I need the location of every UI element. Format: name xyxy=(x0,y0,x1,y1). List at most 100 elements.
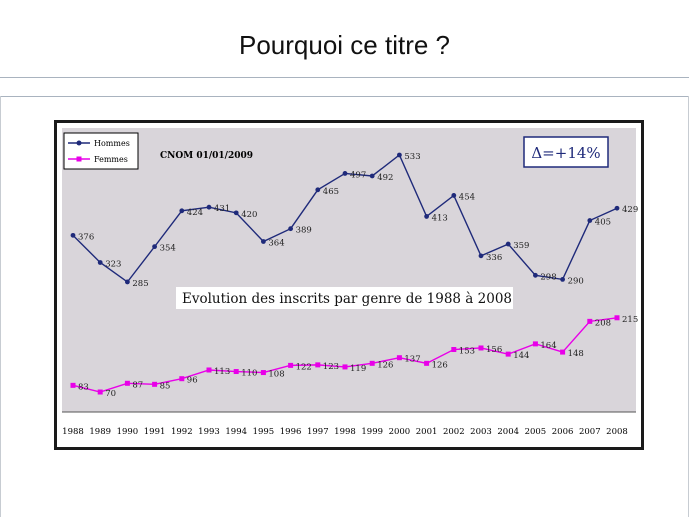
data-point-hommes-2006 xyxy=(560,276,565,282)
data-label-hommes-2008: 429 xyxy=(622,205,638,215)
data-label-femmes-2000: 137 xyxy=(404,355,420,365)
data-point-hommes-1993 xyxy=(206,204,212,210)
data-label-hommes-1998: 497 xyxy=(350,170,366,180)
data-point-femmes-2006 xyxy=(560,349,566,355)
data-point-femmes-2008 xyxy=(614,315,620,321)
data-point-hommes-1989 xyxy=(97,260,103,265)
data-point-femmes-2001 xyxy=(424,360,430,366)
data-label-femmes-2007: 208 xyxy=(595,318,611,328)
data-point-femmes-1999 xyxy=(369,360,375,366)
data-label-femmes-2005: 164 xyxy=(540,341,556,351)
slide-title: Pourquoi ce titre ? xyxy=(238,30,450,60)
data-point-femmes-1988 xyxy=(70,382,76,388)
caption-box xyxy=(176,287,513,309)
top-divider xyxy=(0,77,689,78)
data-point-hommes-1988 xyxy=(70,232,76,238)
data-label-femmes-1991: 85 xyxy=(160,381,171,391)
data-label-hommes-1992: 424 xyxy=(187,208,203,218)
legend-label-femmes: Femmes xyxy=(94,155,128,164)
data-label-hommes-1988: 376 xyxy=(78,232,94,242)
data-label-femmes-2002: 153 xyxy=(459,347,475,357)
data-label-hommes-1993: 431 xyxy=(214,204,230,214)
data-label-femmes-1999: 126 xyxy=(377,360,393,370)
data-point-hommes-2000 xyxy=(397,152,402,158)
data-label-femmes-1996: 122 xyxy=(296,362,312,372)
data-label-femmes-1989: 70 xyxy=(105,389,116,399)
data-point-hommes-2003 xyxy=(478,253,484,259)
series-femmes: 83 70 87 85 96 113 110 108 122 123 119 126 137 126 153… xyxy=(70,315,638,399)
x-tick-label-1990: 1990 xyxy=(117,427,139,437)
x-tick-label-1998: 1998 xyxy=(334,427,356,437)
second-divider xyxy=(0,96,689,97)
x-tick-label-1991: 1991 xyxy=(144,427,166,437)
data-point-hommes-2005 xyxy=(533,272,538,278)
plot-area xyxy=(62,128,636,412)
data-point-femmes-1996 xyxy=(288,362,294,368)
data-label-femmes-2001: 126 xyxy=(432,360,448,370)
data-label-hommes-2003: 336 xyxy=(486,253,502,263)
data-point-femmes-2002 xyxy=(451,347,457,353)
data-label-femmes-1988: 83 xyxy=(78,382,89,392)
data-point-femmes-1992 xyxy=(179,376,185,382)
data-label-femmes-1995: 108 xyxy=(268,370,284,380)
data-point-femmes-1994 xyxy=(233,369,239,375)
data-label-hommes-2001: 413 xyxy=(432,213,448,223)
x-tick-label-1999: 1999 xyxy=(361,427,383,437)
data-point-femmes-1995 xyxy=(260,370,266,376)
data-label-hommes-2007: 405 xyxy=(595,218,611,228)
x-tick-label-2000: 2000 xyxy=(389,427,411,437)
legend-label-hommes: Hommes xyxy=(94,139,130,148)
legend-marker-hommes xyxy=(76,140,82,146)
x-tick-labels: 1988 1989 1990 1991 1992 1993 1994 1995 1996 1997… xyxy=(62,427,628,437)
data-point-femmes-2007 xyxy=(587,318,593,324)
data-point-hommes-2002 xyxy=(451,193,457,198)
x-tick-label-2006: 2006 xyxy=(552,427,574,437)
left-border xyxy=(0,96,1,517)
data-point-femmes-2004 xyxy=(505,351,511,357)
data-point-femmes-1990 xyxy=(124,380,130,386)
data-point-femmes-2000 xyxy=(396,355,402,361)
x-tick-label-1993: 1993 xyxy=(198,427,220,437)
data-point-hommes-2001 xyxy=(424,214,429,219)
data-label-hommes-2006: 290 xyxy=(568,276,584,286)
data-point-hommes-2004 xyxy=(505,241,511,247)
data-label-hommes-1991: 354 xyxy=(160,244,176,254)
data-point-hommes-1990 xyxy=(125,279,130,285)
delta-box xyxy=(523,136,609,168)
legend-marker-femmes xyxy=(76,156,82,162)
data-label-hommes-2000: 533 xyxy=(404,152,420,162)
x-tick-label-1989: 1989 xyxy=(89,427,111,437)
data-label-femmes-2008: 215 xyxy=(622,315,638,325)
x-tick-label-2007: 2007 xyxy=(579,427,601,437)
data-label-hommes-1995: 364 xyxy=(268,239,284,249)
x-tick-label-2001: 2001 xyxy=(416,427,438,437)
data-point-hommes-1999 xyxy=(369,173,375,179)
data-point-hommes-1994 xyxy=(233,210,239,216)
data-point-hommes-2008 xyxy=(614,205,620,211)
data-point-femmes-1998 xyxy=(342,364,348,370)
data-point-hommes-1992 xyxy=(179,208,185,214)
x-tick-label-2005: 2005 xyxy=(525,427,547,437)
data-label-hommes-1990: 285 xyxy=(132,279,148,289)
x-tick-label-1994: 1994 xyxy=(225,427,247,437)
line-chart: Hommes Femmes CNOM 01/01/2009 Δ=+14% Evo… xyxy=(54,120,644,450)
data-label-hommes-1994: 420 xyxy=(241,210,257,220)
data-label-hommes-1999: 492 xyxy=(377,173,393,183)
data-point-femmes-2005 xyxy=(532,341,538,347)
data-point-femmes-1997 xyxy=(315,362,321,368)
x-tick-label-2002: 2002 xyxy=(443,427,465,437)
x-tick-label-1997: 1997 xyxy=(307,427,329,437)
x-tick-label-2003: 2003 xyxy=(470,427,492,437)
data-label-hommes-1997: 465 xyxy=(323,187,339,197)
data-point-femmes-1991 xyxy=(152,381,158,387)
data-point-femmes-2003 xyxy=(478,345,484,351)
series-layer: 376 323 285 354 424 431 420 364 389 465 497 492 533 4… xyxy=(70,152,638,399)
data-label-femmes-2006: 148 xyxy=(568,349,584,359)
data-label-femmes-1997: 123 xyxy=(323,362,339,372)
delta-annotation: Δ=+14% xyxy=(523,136,609,168)
data-label-femmes-1990: 87 xyxy=(132,380,143,390)
data-label-femmes-1992: 96 xyxy=(187,376,198,386)
data-label-femmes-1994: 110 xyxy=(241,369,257,379)
data-label-hommes-2002: 454 xyxy=(459,192,475,202)
data-label-femmes-2004: 144 xyxy=(513,351,529,361)
